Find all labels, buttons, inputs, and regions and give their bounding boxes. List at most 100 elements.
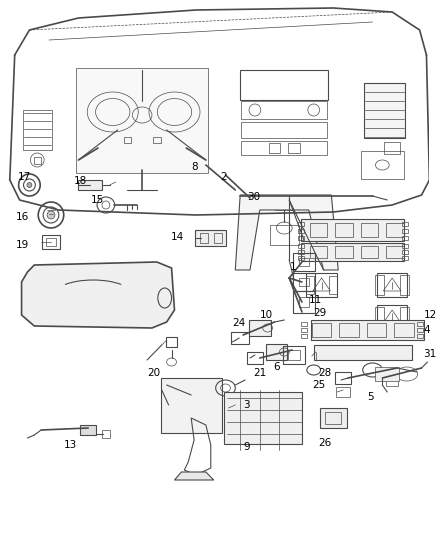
Bar: [336, 387, 350, 397]
Text: 18: 18: [74, 176, 87, 186]
Bar: [229, 399, 242, 417]
Bar: [361, 246, 378, 258]
Text: 6: 6: [273, 362, 279, 372]
Polygon shape: [21, 262, 174, 328]
Text: 2: 2: [221, 172, 227, 182]
Text: 5: 5: [367, 392, 374, 402]
Bar: [241, 122, 328, 138]
Bar: [200, 233, 208, 243]
Bar: [124, 137, 131, 143]
Bar: [270, 225, 299, 245]
Bar: [46, 238, 56, 246]
Text: 20: 20: [147, 368, 160, 378]
Bar: [378, 305, 407, 329]
Bar: [310, 246, 328, 258]
Bar: [339, 323, 359, 337]
Bar: [386, 223, 404, 237]
Bar: [161, 377, 222, 432]
Text: 11: 11: [309, 295, 322, 305]
Bar: [195, 230, 226, 246]
Bar: [288, 143, 300, 153]
Bar: [153, 137, 161, 143]
Bar: [288, 350, 300, 360]
Bar: [375, 275, 384, 295]
Bar: [301, 219, 404, 241]
Bar: [293, 253, 314, 271]
Bar: [402, 256, 408, 260]
Bar: [34, 157, 41, 164]
Bar: [166, 337, 177, 347]
Bar: [386, 378, 398, 386]
Bar: [417, 334, 423, 338]
Bar: [306, 276, 314, 294]
Text: 9: 9: [243, 442, 250, 452]
Bar: [311, 320, 424, 340]
Bar: [240, 70, 328, 100]
Bar: [301, 334, 307, 338]
Bar: [402, 222, 408, 226]
Bar: [298, 256, 304, 260]
Bar: [361, 151, 404, 179]
Bar: [283, 346, 305, 364]
Bar: [402, 250, 408, 254]
Bar: [299, 258, 309, 266]
Bar: [312, 323, 332, 337]
Bar: [298, 229, 304, 233]
Text: 10: 10: [260, 310, 273, 320]
Bar: [417, 322, 423, 326]
Bar: [384, 142, 400, 154]
Bar: [298, 250, 304, 254]
Bar: [361, 223, 378, 237]
Bar: [394, 323, 414, 337]
Bar: [298, 222, 304, 226]
Ellipse shape: [27, 182, 32, 188]
Bar: [241, 141, 328, 155]
Bar: [386, 246, 404, 258]
Bar: [293, 291, 314, 313]
Bar: [310, 223, 328, 237]
Bar: [367, 323, 386, 337]
Text: 19: 19: [16, 240, 29, 250]
Bar: [417, 328, 423, 332]
Bar: [223, 392, 302, 444]
Text: 3: 3: [243, 400, 250, 410]
Bar: [299, 297, 309, 307]
Text: 16: 16: [16, 212, 29, 222]
Bar: [329, 276, 337, 294]
Polygon shape: [235, 195, 338, 270]
Bar: [78, 180, 102, 190]
Bar: [306, 273, 337, 297]
Bar: [22, 110, 52, 150]
Bar: [314, 344, 412, 359]
Ellipse shape: [47, 211, 55, 219]
Bar: [375, 367, 399, 381]
Bar: [301, 328, 307, 332]
Text: 4: 4: [424, 325, 430, 335]
Text: 28: 28: [318, 368, 332, 378]
Bar: [364, 83, 405, 138]
Text: 14: 14: [171, 232, 184, 242]
Bar: [299, 278, 309, 286]
Bar: [335, 372, 351, 384]
Bar: [268, 143, 280, 153]
Text: 15: 15: [91, 195, 104, 205]
Bar: [247, 352, 263, 364]
Text: 13: 13: [64, 440, 77, 450]
Text: 12: 12: [424, 310, 437, 320]
Bar: [335, 223, 353, 237]
Bar: [400, 275, 409, 295]
Bar: [214, 233, 222, 243]
Text: 24: 24: [232, 318, 246, 328]
Text: 8: 8: [191, 162, 198, 172]
Bar: [231, 332, 249, 344]
Bar: [293, 273, 314, 291]
Bar: [400, 307, 409, 327]
Text: 29: 29: [314, 308, 327, 318]
Text: 1: 1: [290, 262, 296, 272]
Bar: [266, 344, 287, 360]
Bar: [375, 307, 384, 327]
Text: 21: 21: [253, 368, 266, 378]
Bar: [402, 229, 408, 233]
Bar: [325, 412, 341, 424]
Bar: [320, 408, 347, 428]
